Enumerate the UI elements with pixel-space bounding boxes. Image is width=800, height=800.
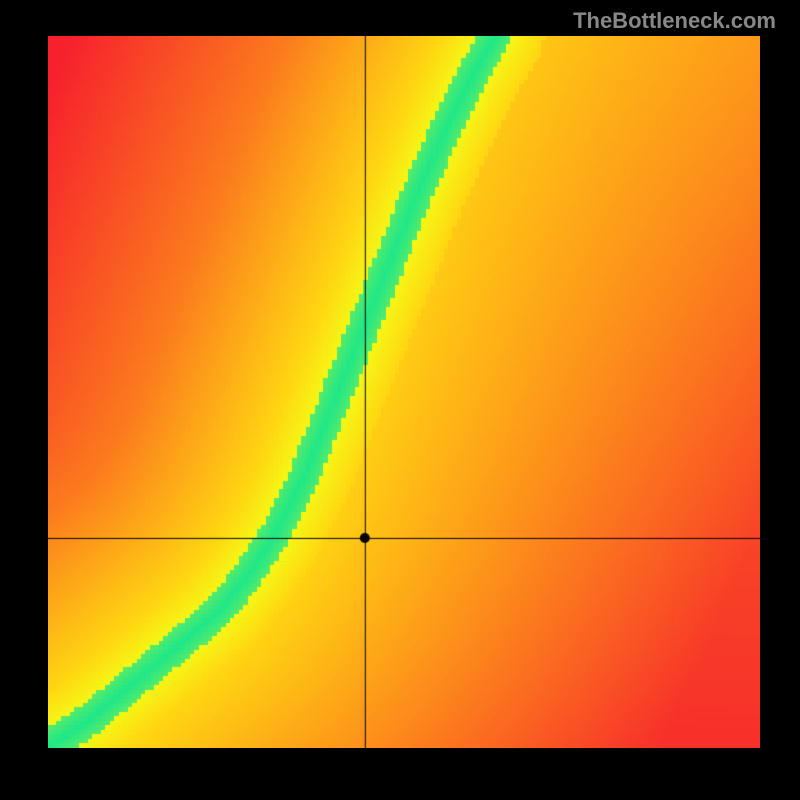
heatmap-plot — [48, 36, 760, 748]
crosshair-overlay — [48, 36, 760, 748]
watermark-text: TheBottleneck.com — [573, 8, 776, 34]
